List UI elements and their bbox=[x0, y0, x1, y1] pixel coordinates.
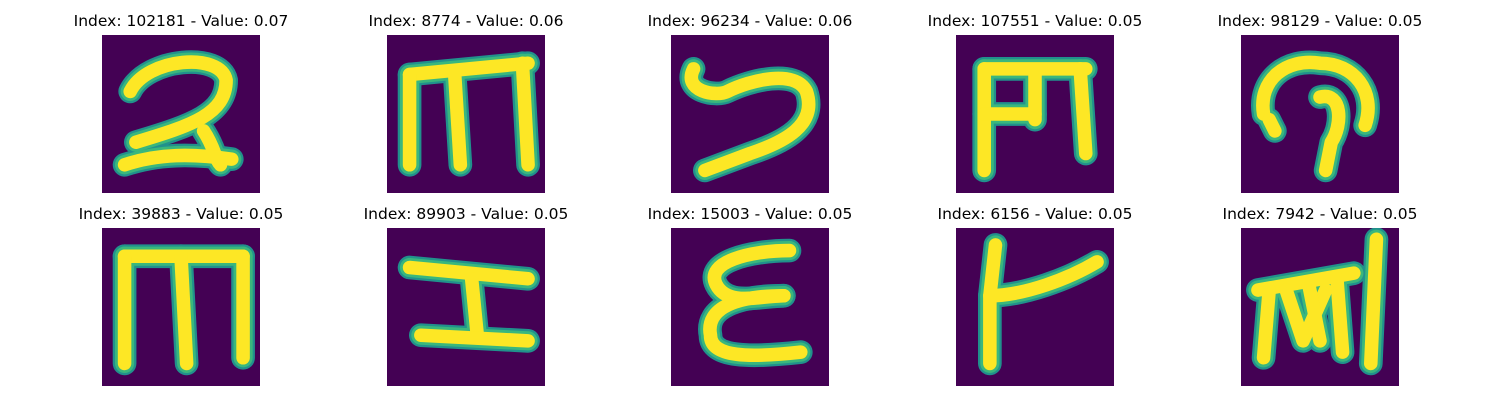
glyph-stroke bbox=[1330, 272, 1350, 359]
panel-title: Index: 15003 - Value: 0.05 bbox=[647, 205, 853, 223]
handwritten-glyph-image bbox=[1241, 35, 1399, 193]
image-panel: Index: 8774 - Value: 0.06 bbox=[331, 12, 601, 193]
panel-title: Index: 96234 - Value: 0.06 bbox=[647, 12, 853, 30]
panel-title: Index: 89903 - Value: 0.05 bbox=[363, 205, 569, 223]
glyph-stroke bbox=[123, 55, 233, 149]
panel-title: Index: 8774 - Value: 0.06 bbox=[368, 12, 564, 30]
image-panel: Index: 89903 - Value: 0.05 bbox=[331, 205, 601, 386]
glyph-stroke bbox=[515, 56, 535, 172]
glyph-stroke bbox=[983, 255, 1104, 303]
glyph-stroke bbox=[414, 328, 535, 348]
glyph-stroke bbox=[464, 272, 485, 342]
panel-title: Index: 98129 - Value: 0.05 bbox=[1217, 12, 1423, 30]
panel-title: Index: 7942 - Value: 0.05 bbox=[1222, 205, 1418, 223]
image-panel: Index: 107551 - Value: 0.05 bbox=[900, 12, 1170, 193]
glyph-stroke bbox=[1301, 277, 1327, 348]
glyph-stroke bbox=[1256, 283, 1276, 365]
handwritten-glyph-image bbox=[1241, 228, 1399, 386]
image-panel: Index: 102181 - Value: 0.07 bbox=[46, 12, 316, 193]
panel-title: Index: 6156 - Value: 0.05 bbox=[937, 205, 1133, 223]
image-panel: Index: 15003 - Value: 0.05 bbox=[615, 205, 885, 386]
glyph-stroke bbox=[1313, 89, 1346, 178]
glyph-stroke bbox=[1073, 62, 1093, 161]
glyph-stroke bbox=[1364, 232, 1384, 371]
handwritten-glyph-image bbox=[102, 228, 260, 386]
glyph-stroke bbox=[1262, 112, 1282, 138]
glyph-stroke bbox=[117, 148, 239, 172]
glyph-stroke bbox=[983, 238, 1003, 371]
panel-title: Index: 107551 - Value: 0.05 bbox=[927, 12, 1143, 30]
panel-title: Index: 39883 - Value: 0.05 bbox=[78, 205, 284, 223]
handwritten-glyph-image bbox=[387, 35, 545, 193]
glyph-stroke bbox=[402, 56, 535, 82]
panel-title: Index: 102181 - Value: 0.07 bbox=[73, 12, 289, 30]
glyph-stroke bbox=[1256, 55, 1375, 133]
glyph-stroke bbox=[684, 62, 816, 178]
image-panel: Index: 98129 - Value: 0.05 bbox=[1185, 12, 1455, 193]
image-panel: Index: 96234 - Value: 0.06 bbox=[615, 12, 885, 193]
handwritten-glyph-image bbox=[956, 228, 1114, 386]
glyph-stroke bbox=[174, 249, 194, 371]
handwritten-glyph-image bbox=[956, 35, 1114, 193]
handwritten-glyph-image bbox=[671, 35, 829, 193]
image-panel: Index: 6156 - Value: 0.05 bbox=[900, 205, 1170, 386]
glyph-stroke bbox=[447, 67, 468, 172]
image-panel: Index: 7942 - Value: 0.05 bbox=[1185, 205, 1455, 386]
glyph-stroke bbox=[703, 288, 808, 363]
handwritten-glyph-image bbox=[387, 228, 545, 386]
handwritten-glyph-image bbox=[102, 35, 260, 193]
handwritten-glyph-image bbox=[671, 228, 829, 386]
image-panel: Index: 39883 - Value: 0.05 bbox=[46, 205, 316, 386]
